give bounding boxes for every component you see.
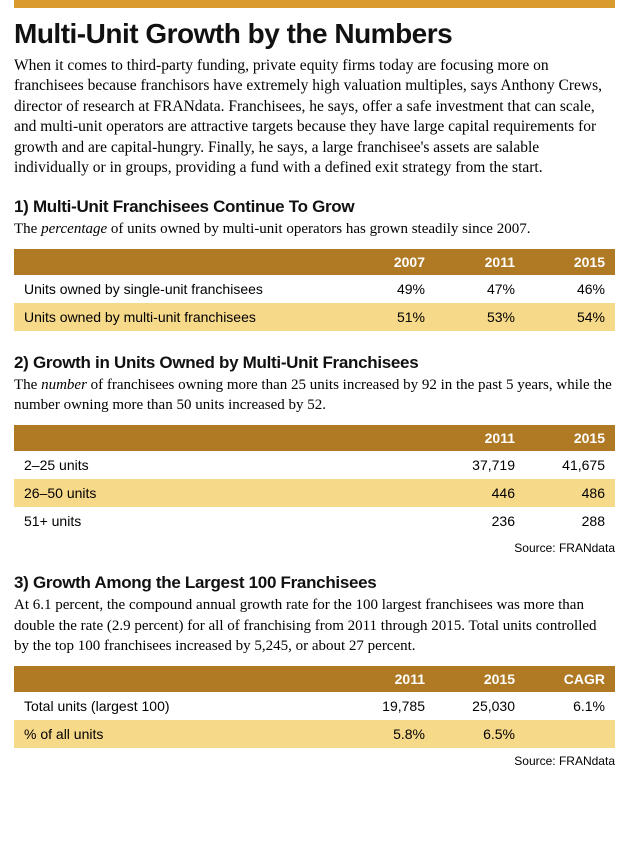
section1-intro-emph: percentage — [41, 221, 107, 237]
table1-header-2007: 2007 — [345, 249, 435, 275]
section1-heading: 1) Multi-Unit Franchisees Continue To Gr… — [14, 197, 615, 217]
section1-intro-post: of units owned by multi-unit operators h… — [107, 221, 530, 237]
row-label: 26–50 units — [14, 479, 435, 507]
row-label: 51+ units — [14, 507, 435, 535]
row-label: Total units (largest 100) — [14, 692, 345, 720]
section2-intro-emph: number — [41, 377, 87, 393]
table1-header-2015: 2015 — [525, 249, 615, 275]
cell: 446 — [435, 479, 525, 507]
cell: 6.5% — [435, 720, 525, 748]
table-row: Units owned by multi-unit franchisees 51… — [14, 303, 615, 331]
cell: 37,719 — [435, 451, 525, 479]
page-intro: When it comes to third-party funding, pr… — [14, 56, 615, 179]
row-label: % of all units — [14, 720, 345, 748]
section2-heading: 2) Growth in Units Owned by Multi-Unit F… — [14, 353, 615, 373]
section3-intro: At 6.1 percent, the compound annual grow… — [14, 595, 615, 656]
row-label: Units owned by single-unit franchisees — [14, 275, 345, 303]
section2-intro-post: of franchisees owning more than 25 units… — [14, 377, 612, 413]
table3-header-2011: 2011 — [345, 666, 435, 692]
cell: 54% — [525, 303, 615, 331]
table-row: 26–50 units 446 486 — [14, 479, 615, 507]
document-container: Multi-Unit Growth by the Numbers When it… — [0, 0, 629, 806]
row-label: Units owned by multi-unit franchisees — [14, 303, 345, 331]
table2-header-2015: 2015 — [525, 425, 615, 451]
section2-intro-pre: The — [14, 377, 41, 393]
table1-header-blank — [14, 249, 345, 275]
table3-header-blank — [14, 666, 345, 692]
cell — [525, 720, 615, 748]
section2-source: Source: FRANdata — [14, 541, 615, 555]
table1-header-2011: 2011 — [435, 249, 525, 275]
cell: 288 — [525, 507, 615, 535]
table-row: 2–25 units 37,719 41,675 — [14, 451, 615, 479]
section2-table: 2011 2015 2–25 units 37,719 41,675 26–50… — [14, 425, 615, 535]
table-row: 51+ units 236 288 — [14, 507, 615, 535]
table-row: % of all units 5.8% 6.5% — [14, 720, 615, 748]
table2-header-2011: 2011 — [435, 425, 525, 451]
table-row: Total units (largest 100) 19,785 25,030 … — [14, 692, 615, 720]
page-title: Multi-Unit Growth by the Numbers — [14, 18, 615, 50]
table2-header-blank — [14, 425, 435, 451]
cell: 25,030 — [435, 692, 525, 720]
section1-table: 2007 2011 2015 Units owned by single-uni… — [14, 249, 615, 331]
cell: 6.1% — [525, 692, 615, 720]
section2-intro: The number of franchisees owning more th… — [14, 375, 615, 416]
cell: 53% — [435, 303, 525, 331]
section1-intro-pre: The — [14, 221, 41, 237]
top-accent-bar — [14, 0, 615, 8]
table3-header-2015: 2015 — [435, 666, 525, 692]
table-row: Units owned by single-unit franchisees 4… — [14, 275, 615, 303]
table3-header-cagr: CAGR — [525, 666, 615, 692]
section1-intro: The percentage of units owned by multi-u… — [14, 219, 615, 239]
section3-heading: 3) Growth Among the Largest 100 Franchis… — [14, 573, 615, 593]
section3-table: 2011 2015 CAGR Total units (largest 100)… — [14, 666, 615, 748]
section3-source: Source: FRANdata — [14, 754, 615, 768]
cell: 486 — [525, 479, 615, 507]
cell: 5.8% — [345, 720, 435, 748]
cell: 236 — [435, 507, 525, 535]
cell: 47% — [435, 275, 525, 303]
row-label: 2–25 units — [14, 451, 435, 479]
cell: 49% — [345, 275, 435, 303]
cell: 51% — [345, 303, 435, 331]
cell: 41,675 — [525, 451, 615, 479]
cell: 19,785 — [345, 692, 435, 720]
cell: 46% — [525, 275, 615, 303]
